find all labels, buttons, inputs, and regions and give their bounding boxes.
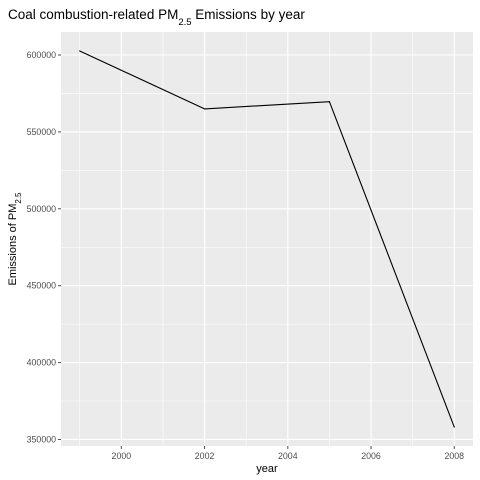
x-tick-label: 2002 bbox=[195, 451, 215, 461]
minor-gridlines bbox=[61, 32, 473, 446]
y-tick-label: 600000 bbox=[27, 50, 56, 60]
plot-panel bbox=[61, 32, 473, 446]
y-axis: 350000 400000 450000 500000 550000 600000 bbox=[27, 50, 61, 444]
emissions-series-line bbox=[79, 50, 455, 428]
major-gridlines bbox=[61, 32, 473, 446]
y-tick-label: 400000 bbox=[27, 358, 56, 368]
y-tick-label: 450000 bbox=[27, 281, 56, 291]
series-layer bbox=[79, 50, 455, 428]
x-tick-label: 2004 bbox=[278, 451, 298, 461]
emissions-data-point bbox=[203, 108, 206, 110]
chart-title: Coal combustion-related PM2.5 Emissions … bbox=[8, 7, 305, 28]
x-axis-title: year bbox=[256, 463, 278, 475]
emissions-data-point bbox=[328, 101, 331, 103]
emissions-data-point bbox=[453, 426, 455, 428]
emissions-data-point bbox=[79, 50, 81, 52]
x-tick-label: 2008 bbox=[444, 451, 464, 461]
y-tick-label: 500000 bbox=[27, 204, 56, 214]
x-tick-label: 2000 bbox=[112, 451, 132, 461]
y-axis-title: Emissions of PM2.5 bbox=[7, 192, 23, 286]
x-axis: 2000 2002 2004 2006 2008 bbox=[112, 446, 464, 461]
y-tick-label: 350000 bbox=[27, 434, 56, 444]
x-tick-label: 2006 bbox=[361, 451, 381, 461]
y-tick-label: 550000 bbox=[27, 127, 56, 137]
